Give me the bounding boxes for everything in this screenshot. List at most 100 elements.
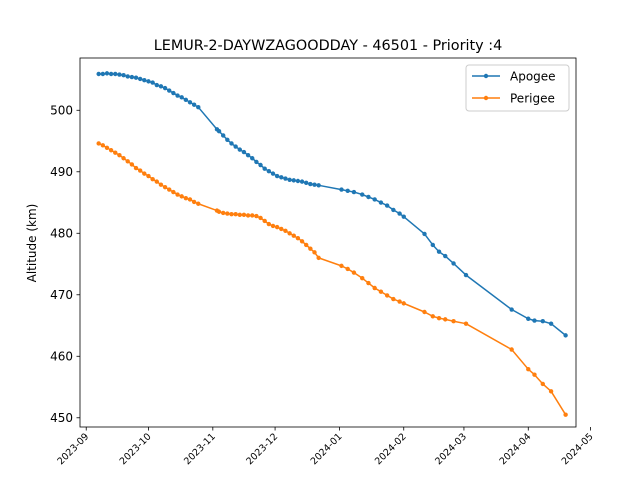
data-point-apogee <box>360 192 365 197</box>
data-point-apogee <box>191 102 197 107</box>
data-point-perigee <box>187 197 193 202</box>
data-point-apogee <box>430 242 435 248</box>
data-point-apogee <box>274 173 280 179</box>
axes: 450 460 470 480 490 500 2023-09 2023-10 2023-11 2… <box>50 57 596 467</box>
data-point-apogee <box>245 152 251 158</box>
data-point-apogee <box>100 71 106 77</box>
data-point-apogee <box>279 175 284 180</box>
series-line-apogee <box>98 72 567 336</box>
data-point-apogee <box>366 194 371 200</box>
data-point-perigee <box>196 201 201 206</box>
data-point-perigee <box>304 242 309 248</box>
data-point-apogee <box>129 74 135 80</box>
data-point-perigee <box>299 239 305 244</box>
data-point-apogee <box>258 162 263 168</box>
legend: Apogee Perigee <box>465 64 570 112</box>
data-point-perigee <box>245 213 251 218</box>
data-point-perigee <box>270 223 276 229</box>
data-point-perigee <box>443 317 448 322</box>
data-point-perigee <box>451 319 456 324</box>
data-point-perigee <box>548 389 554 394</box>
y-tick-label: 460 <box>50 349 73 363</box>
data-point-apogee <box>291 178 296 183</box>
data-point-perigee <box>96 141 101 146</box>
data-point-apogee <box>509 307 514 312</box>
x-tick-label: 2023-11 <box>182 431 218 467</box>
data-point-apogee <box>283 176 288 181</box>
x-tick-label: 2023-09 <box>55 431 91 467</box>
data-point-apogee <box>443 253 448 259</box>
data-point-apogee <box>133 75 139 80</box>
data-point-apogee <box>183 97 189 103</box>
data-point-perigee <box>312 250 317 255</box>
data-point-apogee <box>225 137 230 142</box>
data-point-apogee <box>463 272 469 278</box>
plot-frame <box>79 57 577 428</box>
data-point-apogee <box>563 333 568 338</box>
data-point-perigee <box>401 301 406 306</box>
data-point-perigee <box>397 299 402 304</box>
data-point-apogee <box>397 211 402 216</box>
data-point-apogee <box>548 321 554 326</box>
series-line-perigee <box>98 142 567 416</box>
data-point-apogee <box>137 76 143 82</box>
data-point-perigee <box>391 296 396 302</box>
data-point-perigee <box>171 189 176 195</box>
data-point-perigee <box>366 280 371 286</box>
data-point-apogee <box>171 90 176 96</box>
data-point-perigee <box>540 381 545 387</box>
x-tick-label: 2023-10 <box>118 431 154 467</box>
data-point-apogee <box>113 71 118 77</box>
data-point-apogee <box>266 168 272 174</box>
data-point-perigee <box>339 263 344 269</box>
data-point-apogee <box>540 319 545 324</box>
data-point-apogee <box>187 100 193 105</box>
data-point-apogee <box>401 214 406 219</box>
y-tick-label: 470 <box>50 288 73 302</box>
data-point-perigee <box>308 246 313 251</box>
data-point-perigee <box>378 289 384 294</box>
data-point-apogee <box>150 80 155 85</box>
data-point-perigee <box>422 309 427 315</box>
data-point-apogee <box>229 141 234 146</box>
chart-title: LEMUR-2-DAYWZAGOODDAY - 46501 - Priority… <box>154 38 503 54</box>
data-point-apogee <box>121 73 126 78</box>
data-point-perigee <box>266 221 272 227</box>
data-point-perigee <box>250 213 255 218</box>
data-point-apogee <box>378 200 384 205</box>
data-point-apogee <box>372 197 377 202</box>
data-point-perigee <box>150 176 155 182</box>
data-point-perigee <box>229 212 234 217</box>
data-point-apogee <box>142 77 147 83</box>
data-point-apogee <box>175 93 180 98</box>
data-point-perigee <box>279 226 284 232</box>
data-point-apogee <box>436 249 442 254</box>
data-point-perigee <box>167 187 172 192</box>
data-point-perigee <box>283 228 288 234</box>
data-point-apogee <box>351 189 357 195</box>
data-point-perigee <box>345 266 350 272</box>
data-point-perigee <box>100 143 106 148</box>
data-point-apogee <box>345 188 350 194</box>
data-point-apogee <box>104 71 110 76</box>
y-tick-label: 450 <box>50 411 73 425</box>
data-point-perigee <box>129 162 135 167</box>
data-point-perigee <box>526 366 531 372</box>
data-point-perigee <box>241 212 247 218</box>
data-point-perigee <box>179 194 184 199</box>
data-point-apogee <box>391 207 396 213</box>
x-tick-label: 2024-02 <box>373 431 409 467</box>
data-point-perigee <box>142 171 147 176</box>
y-tick-label: 490 <box>50 165 73 179</box>
data-point-perigee <box>125 159 130 164</box>
data-point-apogee <box>316 183 321 188</box>
data-point-perigee <box>233 212 238 217</box>
legend-marker-apogee <box>483 73 489 79</box>
data-point-perigee <box>291 233 296 238</box>
data-point-apogee <box>299 179 305 184</box>
data-point-perigee <box>104 145 110 150</box>
data-point-perigee <box>436 315 442 321</box>
data-point-apogee <box>262 166 267 171</box>
